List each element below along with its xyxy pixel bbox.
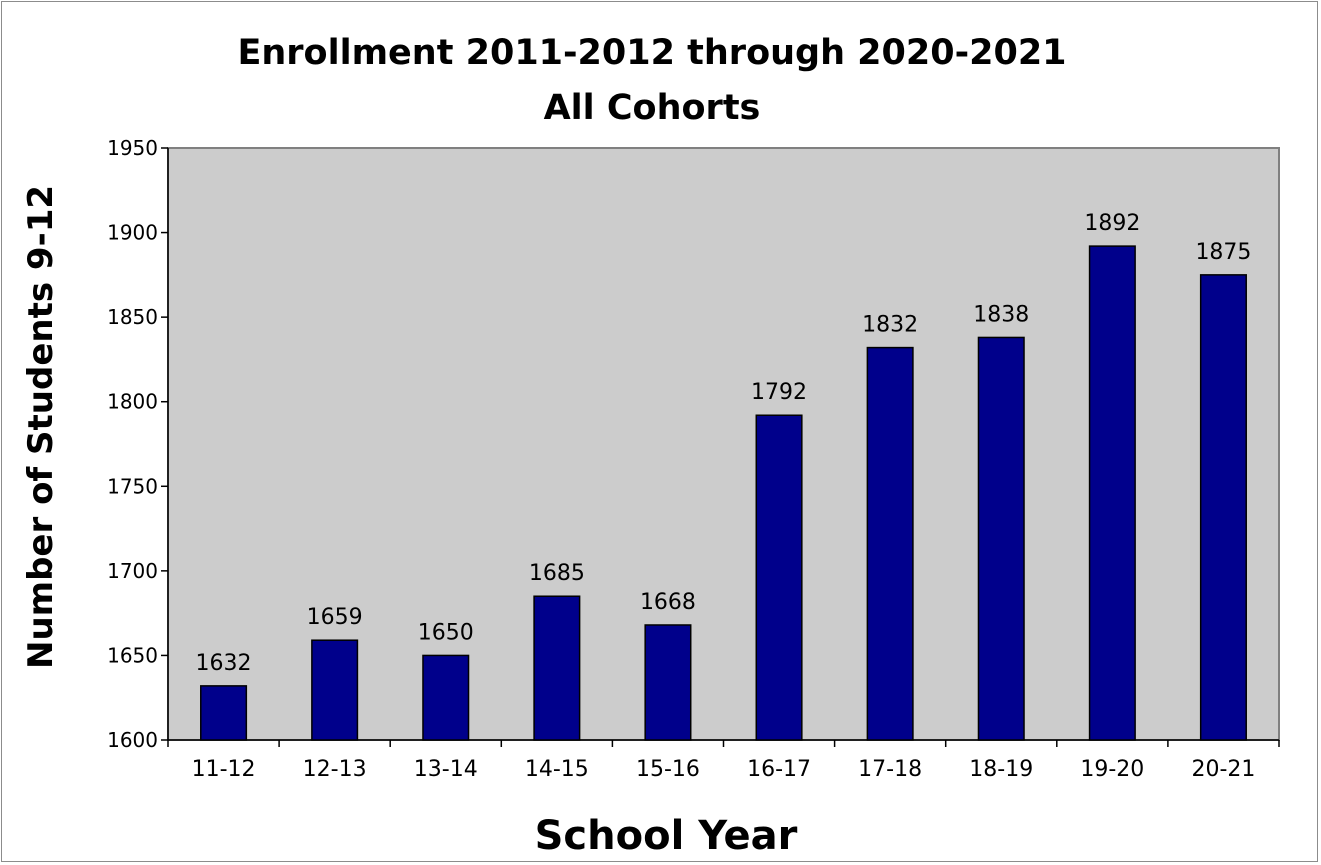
x-tick-label: 16-17 <box>747 757 811 782</box>
y-tick-label: 1700 <box>107 559 158 583</box>
x-tick-label: 17-18 <box>858 757 922 782</box>
data-label: 1832 <box>862 313 918 338</box>
data-labels: 1632 1659 1650 1685 1668 1792 1832 1838 1892 1875 <box>196 211 1252 676</box>
bar <box>533 595 581 741</box>
y-tick-label: 1850 <box>107 305 158 329</box>
x-tick-label: 15-16 <box>636 757 700 782</box>
data-label: 1892 <box>1084 211 1140 236</box>
x-tick-label: 18-19 <box>969 757 1033 782</box>
x-tick-label: 12-13 <box>303 757 367 782</box>
bars <box>200 245 1247 741</box>
bar <box>755 414 803 741</box>
data-label: 1792 <box>751 380 807 405</box>
bar <box>977 336 1025 741</box>
x-tick-label: 11-12 <box>192 757 256 782</box>
y-tick-label: 1800 <box>107 390 158 414</box>
chart-title: Enrollment 2011-2012 through 2020-2021 <box>237 33 1066 73</box>
x-axis: 11-12 12-13 13-14 14-15 15-16 16-17 17-18 18-19… <box>167 739 1280 782</box>
bar <box>866 346 914 741</box>
y-tick-label: 1950 <box>107 136 158 160</box>
y-tick-label: 1900 <box>107 221 158 245</box>
bar <box>200 685 248 741</box>
bar <box>1088 245 1136 741</box>
data-label: 1838 <box>973 302 1029 327</box>
x-axis-label: School Year <box>535 813 798 859</box>
chart-subtitle: All Cohorts <box>544 88 761 128</box>
bar <box>311 639 359 741</box>
y-tick-label: 1650 <box>107 643 158 667</box>
data-label: 1668 <box>640 590 696 615</box>
y-tick-label: 1750 <box>107 474 158 498</box>
data-label: 1650 <box>418 620 474 645</box>
bar <box>1199 274 1247 741</box>
bar <box>644 624 692 741</box>
x-tick-label: 19-20 <box>1080 757 1144 782</box>
data-label: 1632 <box>196 651 252 676</box>
x-tick-label: 20-21 <box>1191 757 1255 782</box>
y-tick-label: 1600 <box>107 728 158 752</box>
data-label: 1659 <box>307 605 363 630</box>
y-axis-label: Number of Students 9-12 <box>21 185 61 669</box>
y-axis: 1600 1650 1700 1750 1800 1850 1900 1950 <box>107 136 169 752</box>
bar <box>422 654 470 741</box>
x-tick-label: 13-14 <box>414 757 478 782</box>
x-tick-label: 14-15 <box>525 757 589 782</box>
data-label: 1685 <box>529 561 585 586</box>
data-label: 1875 <box>1195 240 1251 265</box>
